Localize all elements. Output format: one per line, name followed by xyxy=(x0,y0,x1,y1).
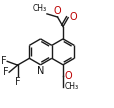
Text: CH₃: CH₃ xyxy=(32,4,46,13)
Text: F: F xyxy=(15,77,20,87)
Text: O: O xyxy=(64,71,71,81)
Text: O: O xyxy=(69,12,77,22)
Text: F: F xyxy=(3,67,8,77)
Text: O: O xyxy=(53,6,60,16)
Text: F: F xyxy=(1,56,6,66)
Text: CH₃: CH₃ xyxy=(64,82,78,91)
Text: N: N xyxy=(37,66,44,76)
